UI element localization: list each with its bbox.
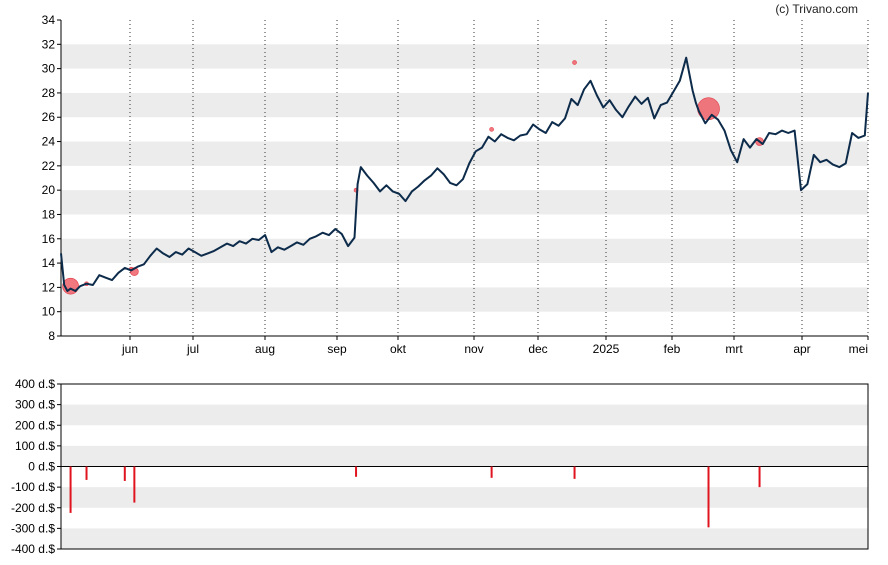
x-tick-label: aug (255, 342, 275, 356)
y-tick-label: 100 d.$ (15, 439, 55, 453)
grid-band (61, 92, 868, 118)
x-tick-label: nov (464, 342, 483, 356)
y-tick-label: 22 (42, 159, 56, 173)
grid-band (61, 487, 868, 508)
x-tick-label: jun (121, 342, 138, 356)
y-tick-label: 18 (42, 207, 56, 221)
grid-band (61, 445, 868, 467)
event-marker (489, 127, 494, 132)
grid-band (61, 287, 868, 312)
y-tick-label: 28 (42, 86, 56, 100)
x-tick-label: apr (793, 342, 810, 356)
y-tick-label: 0 d.$ (28, 460, 55, 474)
grid-band (61, 528, 868, 549)
grid-band (61, 404, 868, 426)
grid-band (61, 190, 868, 215)
y-tick-label: -400 d.$ (11, 542, 55, 556)
y-tick-label: 10 (42, 305, 56, 319)
event-marker (572, 60, 577, 65)
x-tick-label: dec (528, 342, 547, 356)
y-tick-label: 34 (42, 13, 56, 27)
x-tick-label: okt (390, 342, 407, 356)
grid-band (61, 44, 868, 69)
y-tick-label: 32 (42, 37, 56, 51)
y-tick-label: -200 d.$ (11, 501, 55, 515)
copyright-text: (c) Trivano.com (775, 2, 858, 16)
x-tick-label: jul (186, 342, 199, 356)
x-tick-label: feb (664, 342, 681, 356)
y-tick-label: 300 d.$ (15, 398, 55, 412)
y-tick-label: 12 (42, 280, 56, 294)
y-tick-label: 14 (42, 256, 56, 270)
x-tick-label: mrt (725, 342, 743, 356)
y-tick-label: 20 (42, 183, 56, 197)
price-line (60, 56, 869, 292)
grid-band (61, 238, 868, 264)
y-tick-label: 8 (48, 329, 55, 343)
y-tick-label: 16 (42, 232, 56, 246)
y-tick-label: 400 d.$ (15, 377, 55, 391)
x-tick-label: mei (849, 342, 868, 356)
x-tick-label: sep (327, 342, 347, 356)
y-tick-label: 200 d.$ (15, 418, 55, 432)
y-tick-label: -300 d.$ (11, 521, 55, 535)
y-tick-label: 26 (42, 110, 56, 124)
y-tick-label: 30 (42, 62, 56, 76)
y-tick-label: 24 (42, 135, 56, 149)
x-tick-label: 2025 (593, 342, 620, 356)
y-tick-label: -100 d.$ (11, 480, 55, 494)
